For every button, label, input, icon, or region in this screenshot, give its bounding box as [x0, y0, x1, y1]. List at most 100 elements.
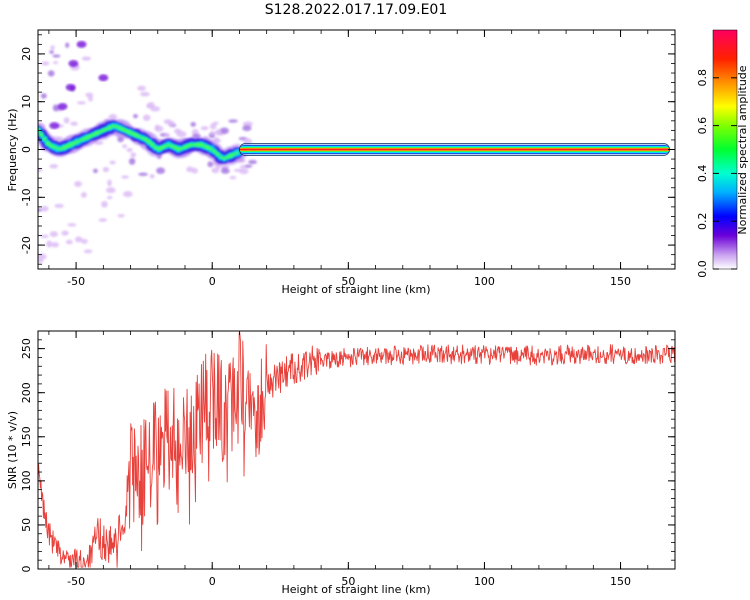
snr-ylabel: SNR (10 * v/v) — [6, 411, 19, 489]
spectrogram-noise-blob — [38, 253, 47, 260]
spectrogram-noise-blob — [167, 120, 176, 127]
spectrogram-noise-blob — [209, 123, 217, 130]
spectrogram-noise-blob — [40, 93, 47, 99]
spectrogram-noise-blob — [107, 195, 113, 200]
snr-xtick-label: 50 — [341, 575, 355, 588]
spectrogram-noise-blob — [51, 242, 59, 248]
spectrogram-noise-blob — [209, 131, 216, 135]
spectrogram-noise-blob — [146, 103, 151, 109]
spectrogram-blob — [57, 102, 68, 110]
spectrogram-noise-blob — [142, 114, 151, 121]
spectrogram-ridge-dot — [209, 147, 213, 151]
spectrogram-ridge-dot — [104, 127, 109, 131]
snr-xtick-label: -50 — [67, 575, 85, 588]
spectrogram-noise-blob — [221, 164, 230, 168]
snr-ytick-label: 150 — [20, 426, 33, 447]
snr-panel: -50 0 50 100 150 0 50 100 150 200 250 Height of st… — [6, 330, 676, 596]
colorbar-tick-label: 0.8 — [696, 69, 709, 87]
spectrogram-noise-blob — [138, 172, 148, 176]
spectrogram-noise-blob — [98, 218, 107, 222]
spec-xtick-label: 150 — [610, 275, 631, 288]
spectrogram-marks — [38, 40, 670, 264]
spectrogram-noise-blob — [128, 157, 136, 165]
spectrogram-noise-blob — [200, 126, 209, 131]
spectrogram-noise-blob — [248, 159, 258, 165]
spectrogram-noise-blob — [139, 91, 150, 97]
snr-xtick-label: 0 — [209, 575, 216, 588]
spectrogram-noise-blob — [61, 230, 69, 236]
colorbar-tick-label: 0.4 — [696, 165, 709, 183]
spectrogram-noise-blob — [50, 45, 55, 50]
spectrogram-noise-blob — [54, 203, 64, 208]
spectrogram-ridge-dot — [98, 129, 102, 134]
spectrogram-noise-blob — [133, 114, 138, 119]
spectrogram-noise-blob — [80, 191, 87, 198]
spectrogram-ridge-dot — [232, 152, 236, 156]
spectrogram-ridge-dot — [111, 124, 115, 128]
spectrogram-noise-blob — [149, 174, 155, 179]
spectrogram-noise-blob — [47, 70, 55, 77]
spectrogram-main-line — [239, 148, 670, 151]
spectrogram-ridge-dot — [235, 151, 239, 155]
spectrogram-noise-blob — [243, 164, 253, 168]
spec-ytick-label: -20 — [20, 236, 33, 254]
spectrogram-ridge-dot — [45, 140, 51, 146]
snr-axes: -50 0 50 100 150 0 50 100 150 200 250 — [20, 330, 676, 588]
spectrogram-ridge-dot — [153, 145, 158, 150]
spectrogram-ridge-dot — [117, 125, 122, 131]
spectrogram-ridge-dot — [120, 127, 125, 132]
spectrogram-noise-blob — [101, 201, 108, 208]
snr-ytick-label: 250 — [20, 338, 33, 359]
snr-ytick-label: 100 — [20, 470, 33, 491]
spectrogram-noise-blob — [77, 101, 86, 105]
spectrogram-noise-blob — [121, 175, 129, 179]
spectrogram-noise-blob — [243, 138, 253, 145]
spec-xtick-label: 0 — [209, 275, 216, 288]
spectrogram-noise-blob — [117, 214, 125, 218]
snr-xlabel: Height of straight line (km) — [281, 583, 430, 596]
spectrogram-ridge-layer — [38, 124, 239, 161]
spectrogram-ridge-dot — [215, 152, 220, 157]
spectrogram-ridge-dot — [146, 139, 152, 145]
spectrogram-noise-blob — [239, 165, 246, 169]
spectrogram-ridge-dot — [88, 133, 93, 139]
spectrogram-ridge-dot — [52, 145, 57, 149]
spectrogram-ridge-dot — [94, 130, 100, 136]
spectrogram-noise-blob — [93, 168, 98, 174]
spectrogram-ridge-dot — [166, 142, 171, 147]
figure-title: S128.2022.017.17.09.E01 — [265, 2, 448, 18]
spectrogram-ridge-dot — [68, 142, 74, 148]
spectrogram-ridge-dot — [205, 145, 211, 150]
spectrogram-noise-blob — [164, 133, 171, 138]
colorbar-label: Normalized spectral amplitude — [736, 65, 749, 234]
spectrogram-noise-blob — [122, 144, 127, 149]
spectrogram-noise-blob — [207, 161, 214, 168]
spectrogram-noise-blob — [83, 249, 93, 254]
spectrogram-noise-blob — [214, 130, 222, 136]
spectrogram-noise-blob — [52, 54, 61, 58]
spectrogram-ridge-dot — [38, 132, 44, 137]
spectrogram-ridge-dot — [176, 146, 181, 152]
spectrogram-noise-blob — [52, 104, 59, 112]
spectrogram-ridge-dot — [195, 142, 201, 148]
spectrogram-ridge-dot — [189, 142, 194, 147]
spectrogram-noise-blob — [176, 130, 187, 138]
spectrogram-noise-blob — [191, 167, 198, 174]
spectrogram-ridge-dot — [186, 143, 191, 148]
spectrogram-noise-blob — [211, 167, 220, 174]
colorbar-tick-label: 0.2 — [696, 212, 709, 230]
spectrogram-noise-blob — [81, 56, 92, 61]
spectrogram-noise-blob — [81, 238, 88, 244]
spectrogram-ridge-dot — [159, 145, 165, 150]
spectrogram-noise-blob — [70, 121, 78, 126]
spectrogram-ridge-dot — [81, 136, 86, 142]
spectrogram-blob — [98, 74, 109, 82]
spec-ytick-label: 20 — [20, 47, 33, 61]
spectrogram-ridge-dot — [55, 146, 60, 151]
spectrogram-ridge-dot — [219, 155, 223, 159]
spectrogram-ridge-dot — [225, 155, 230, 159]
snr-frame — [37, 330, 676, 570]
spectrogram-noise-blob — [107, 179, 112, 187]
